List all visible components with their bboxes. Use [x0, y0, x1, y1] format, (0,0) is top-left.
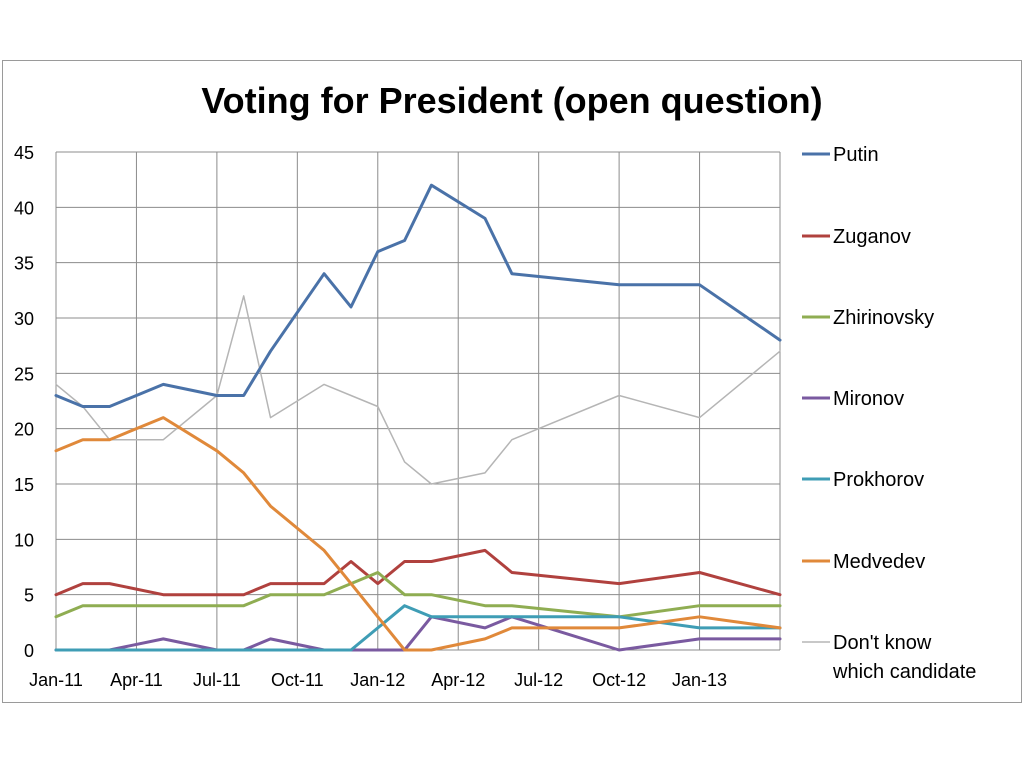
y-tick-label: 5 — [24, 586, 34, 606]
legend-label: Don't know — [833, 632, 932, 654]
series-line-don-t-know-which-candidate — [55, 295, 781, 485]
series-lines — [54, 183, 782, 652]
y-tick-label: 40 — [14, 198, 34, 218]
series-line-putin — [54, 183, 782, 408]
x-tick-label: Jan-11 — [29, 670, 83, 690]
y-tick-label: 30 — [14, 309, 34, 329]
x-tick-label: Oct-11 — [271, 670, 324, 690]
y-axis-tick-labels: 0 5 10 15 20 25 30 35 40 45 — [14, 143, 34, 661]
y-tick-label: 10 — [14, 530, 34, 550]
legend-label: which candidate — [832, 661, 976, 683]
y-tick-label: 45 — [14, 143, 34, 163]
legend-label: Medvedev — [833, 551, 925, 573]
legend-label: Mironov — [833, 388, 904, 410]
x-tick-label: Jan-13 — [672, 670, 727, 690]
x-tick-label: Jul-11 — [193, 670, 241, 690]
y-tick-label: 20 — [14, 420, 34, 440]
grid-lines — [55, 151, 781, 651]
x-tick-label: Apr-12 — [431, 670, 485, 690]
y-tick-label: 0 — [24, 641, 34, 661]
y-tick-label: 25 — [14, 364, 34, 384]
x-tick-label: Apr-11 — [110, 670, 163, 690]
chart-title: Voting for President (open question) — [201, 80, 823, 121]
series-line-zuganov — [54, 548, 782, 597]
x-tick-label: Jan-12 — [350, 670, 405, 690]
x-axis-tick-labels: Jan-11 Apr-11 Jul-11 Oct-11 Jan-12 Apr-12 Jul-… — [29, 670, 727, 690]
series-line-medvedev — [54, 416, 782, 652]
x-tick-label: Jul-12 — [514, 670, 563, 690]
y-tick-label: 15 — [14, 475, 34, 495]
legend: Putin Zuganov Zhirinovsky Mironov Prokhorov M… — [802, 144, 976, 683]
y-tick-label: 35 — [14, 254, 34, 274]
legend-label: Zhirinovsky — [833, 307, 934, 329]
x-tick-label: Oct-12 — [592, 670, 646, 690]
legend-label: Zuganov — [833, 226, 911, 248]
series-line-prokhorov — [54, 604, 782, 652]
legend-label: Putin — [833, 144, 879, 166]
legend-label: Prokhorov — [833, 469, 924, 491]
